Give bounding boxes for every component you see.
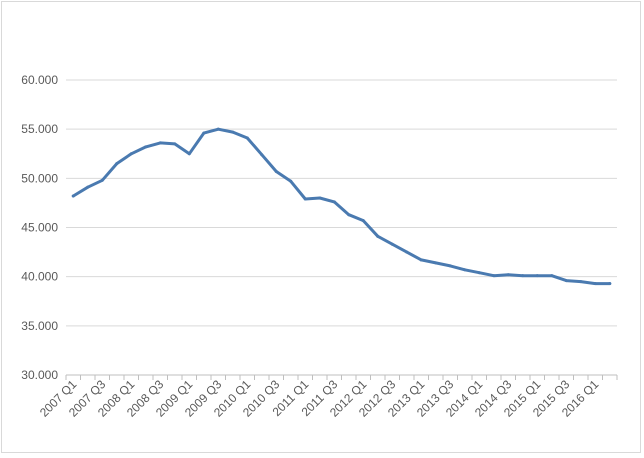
data-point [463,268,467,272]
data-point [245,136,249,140]
data-point [289,179,293,183]
data-point [86,185,90,189]
data-point [173,142,177,146]
data-point [158,141,162,145]
data-point [216,127,220,131]
data-point [550,274,554,278]
data-point [405,250,409,254]
data-point [593,282,597,286]
data-point [535,274,539,278]
data-point [231,130,235,134]
data-point [129,152,133,156]
data-point [564,279,568,283]
data-point [187,152,191,156]
data-point [448,264,452,268]
y-tick-label: 60.000 [21,73,58,87]
data-point [434,261,438,265]
data-point [100,178,104,182]
data-point [521,274,525,278]
data-point [376,234,380,238]
data-point [361,219,365,223]
data-point [260,153,264,157]
series-group [71,127,612,286]
data-point [579,280,583,284]
data-point [492,274,496,278]
data-point [390,242,394,246]
data-point [144,145,148,149]
y-tick-label: 40.000 [21,270,58,284]
data-point [347,213,351,217]
data-point [115,162,119,166]
data-point [608,282,612,286]
data-point [332,200,336,204]
y-tick-label: 30.000 [21,368,58,382]
data-point [202,131,206,135]
data-point [318,196,322,200]
y-axis-ticks: 30.000 35.000 40.000 45.000 50.000 55.000 60.0… [21,73,58,382]
y-tick-label: 50.000 [21,171,58,185]
data-point [274,169,278,173]
y-tick-label: 45.000 [21,221,58,235]
gridlines [66,79,617,327]
data-point [71,194,75,198]
data-point [477,271,481,275]
x-axis [65,374,618,380]
data-point [419,258,423,262]
y-tick-label: 35.000 [21,319,58,333]
data-point [303,197,307,201]
y-tick-label: 55.000 [21,122,58,136]
series-line [71,127,612,286]
data-point [506,273,510,277]
